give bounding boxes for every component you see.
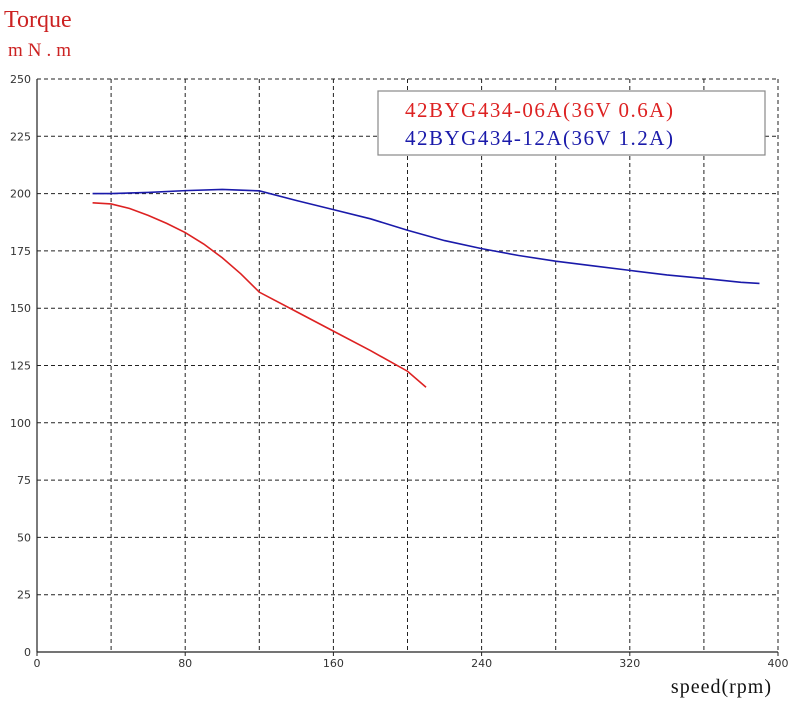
series-line <box>92 201 427 388</box>
y-tick-label: 200 <box>10 188 31 201</box>
x-tick-label: 240 <box>471 657 492 670</box>
y-tick-label: 50 <box>17 531 31 544</box>
legend-box <box>377 90 766 156</box>
y-tick-label: 225 <box>10 130 31 143</box>
y-tick-label: 125 <box>10 360 31 373</box>
x-tick-label: 320 <box>619 657 640 670</box>
legend-entry: 42BYG434-12A(36V 1.2A) <box>405 126 674 150</box>
y-tick-label: 25 <box>17 589 31 602</box>
y-tick-label: 0 <box>24 646 31 659</box>
x-tick-label: 160 <box>323 657 344 670</box>
y-unit: mN.m <box>8 40 76 61</box>
legend-entry: 42BYG434-06A(36V 0.6A) <box>405 98 674 122</box>
y-tick-label: 100 <box>10 417 31 430</box>
x-tick-label: 400 <box>768 657 789 670</box>
x-tick-label: 80 <box>178 657 192 670</box>
y-tick-label: 250 <box>10 73 31 86</box>
x-title: speed(rpm) <box>671 676 772 698</box>
y-tick-label: 150 <box>10 302 31 315</box>
y-tick-label: 175 <box>10 245 31 258</box>
y-title: Torque <box>4 7 72 33</box>
x-tick-label: 0 <box>34 657 41 670</box>
series-line <box>92 188 760 285</box>
y-tick-label: 75 <box>17 474 31 487</box>
